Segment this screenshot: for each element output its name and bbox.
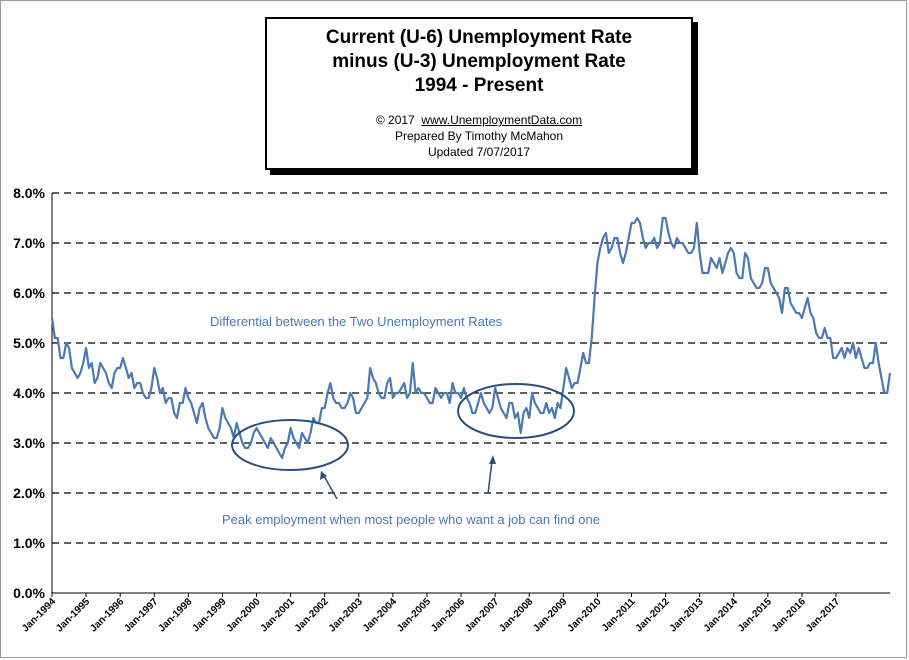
- updated-date: Updated 7/07/2017: [427, 145, 531, 159]
- x-tick-label: Jan-1995: [54, 596, 92, 634]
- ellipse-2006-2007: [457, 383, 575, 439]
- y-tick-label: 2.0%: [13, 485, 45, 501]
- arrow-right-head: [489, 455, 496, 464]
- peak-annotation: Peak employment when most people who wan…: [222, 512, 600, 527]
- x-tick-label: Jan-2013: [668, 596, 706, 634]
- arrow-right-shaft: [487, 460, 493, 495]
- x-tick-label: Jan-2001: [259, 596, 297, 634]
- prepared-by: Prepared By Timothy McMahon: [394, 129, 564, 143]
- ellipse-2000-2001: [231, 419, 349, 471]
- arrow-left-head: [320, 471, 327, 480]
- x-tick-label: Jan-2012: [634, 596, 672, 634]
- site-link[interactable]: www.UnemploymentData.com: [421, 113, 583, 127]
- x-tick-label: Jan-2006: [429, 596, 467, 634]
- y-tick-label: 1.0%: [13, 535, 45, 551]
- y-tick-label: 0.0%: [13, 585, 45, 601]
- x-tick-label: Jan-1996: [88, 596, 126, 634]
- y-axis-ticks: 0.0% 1.0% 2.0% 3.0% 4.0% 5.0% 6.0% 7.0% 8.0%: [13, 185, 45, 601]
- title-line-1: Current (U-6) Unemployment Rate: [325, 27, 633, 48]
- copyright-line: © 2017 www.UnemploymentData.com: [267, 113, 691, 128]
- title-line-3: 1994 - Present: [414, 75, 544, 96]
- x-tick-label: Jan-1994: [20, 596, 58, 634]
- copyright: © 2017: [375, 113, 415, 127]
- x-tick-label: Jan-2007: [463, 596, 501, 634]
- y-tick-label: 7.0%: [13, 235, 45, 251]
- title-box: Current (U-6) Unemployment Rate minus (U…: [265, 17, 693, 170]
- x-tick-label: Jan-2015: [736, 596, 774, 634]
- y-tick-label: 4.0%: [13, 385, 45, 401]
- x-tick-label: Jan-2004: [361, 596, 399, 634]
- title-line-2: minus (U-3) Unemployment Rate: [332, 51, 626, 72]
- series-line: [50, 216, 892, 460]
- x-tick-label: Jan-1997: [122, 596, 160, 634]
- x-tick-label: Jan-2016: [770, 596, 808, 634]
- x-tick-label: Jan-2002: [293, 596, 331, 634]
- x-tick-label: Jan-2017: [804, 596, 842, 634]
- y-tick-label: 3.0%: [13, 435, 45, 451]
- x-tick-label: Jan-2003: [327, 596, 365, 634]
- x-tick-label: Jan-2005: [395, 596, 433, 634]
- y-tick-label: 5.0%: [13, 335, 45, 351]
- x-tick-label: Jan-2009: [531, 596, 569, 634]
- x-tick-label: Jan-2011: [600, 596, 638, 634]
- x-axis-ticks: Jan-1994Jan-1995Jan-1996Jan-1997Jan-1998…: [20, 593, 842, 634]
- x-tick-label: Jan-1999: [191, 596, 229, 634]
- x-tick-label: Jan-1998: [156, 596, 194, 634]
- x-tick-label: Jan-2000: [225, 596, 263, 634]
- x-tick-label: Jan-2008: [497, 596, 535, 634]
- x-tick-label: Jan-2014: [702, 596, 740, 634]
- series-annotation: Differential between the Two Unemploymen…: [210, 314, 503, 329]
- x-tick-label: Jan-2010: [565, 596, 603, 634]
- y-tick-label: 8.0%: [13, 185, 45, 201]
- grid: [52, 192, 890, 544]
- arrow-left-shaft: [323, 475, 338, 500]
- y-tick-label: 6.0%: [13, 285, 45, 301]
